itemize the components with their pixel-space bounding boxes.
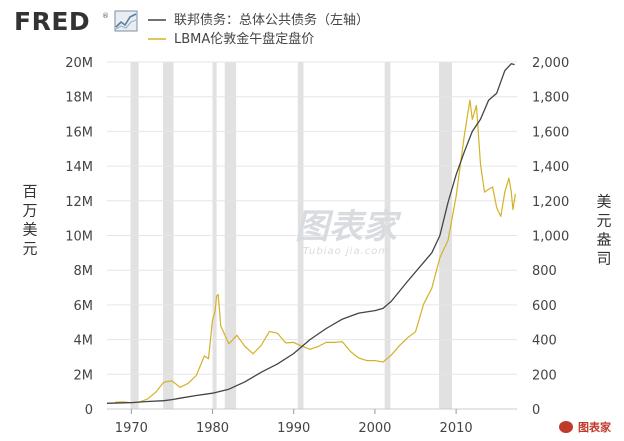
series-line-gold-price — [115, 99, 516, 404]
corner-logo: 图表家 — [559, 420, 612, 434]
legend-label-gold: LBMA伦敦金午盘定盘价 — [174, 31, 314, 47]
right-tick-label: 2,000 — [532, 56, 569, 71]
right-axis-ticks: 0 200 400 600 800 1,000 1,200 1,400 1,600 1,800 2,… — [532, 56, 569, 418]
left-tick-label: 16M — [65, 125, 93, 140]
right-tick-label: 400 — [532, 334, 557, 349]
x-tick-label: 2000 — [358, 421, 391, 436]
right-tick-label: 600 — [532, 299, 557, 314]
x-tick-label: 1990 — [277, 421, 310, 436]
left-axis-title: 百万美元 — [22, 183, 37, 258]
x-tick-label: 1970 — [115, 421, 148, 436]
watermark: 图表家 Tubiao jia.com — [295, 207, 402, 257]
registered-mark: ® — [102, 12, 109, 20]
right-tick-label: 0 — [532, 403, 540, 418]
right-tick-label: 800 — [532, 264, 557, 279]
left-tick-label: 6M — [74, 299, 94, 314]
x-tick-label: 2010 — [440, 421, 473, 436]
x-tick-label: 1980 — [196, 421, 229, 436]
left-tick-label: 20M — [65, 56, 93, 71]
legend: 联邦债务：总体公共债务（左轴） LBMA伦敦金午盘定盘价 — [148, 12, 369, 47]
fred-chart-icon — [114, 10, 138, 32]
right-tick-label: 200 — [532, 368, 557, 383]
left-tick-label: 0 — [85, 403, 93, 418]
watermark-subtext: Tubiao jia.com — [303, 246, 389, 257]
right-tick-label: 1,600 — [532, 125, 569, 140]
left-tick-label: 12M — [65, 195, 93, 210]
watermark-text: 图表家 — [295, 207, 402, 247]
left-tick-label: 14M — [65, 160, 93, 175]
right-tick-label: 1,800 — [532, 91, 569, 106]
right-tick-label: 1,400 — [532, 160, 569, 175]
left-tick-label: 2M — [74, 368, 94, 383]
right-axis-title: 美元盎司 — [596, 193, 611, 268]
corner-logo-text: 图表家 — [578, 420, 612, 434]
left-axis-ticks: 0 2M 4M 6M 8M 10M 12M 14M 16M 18M 20M — [65, 56, 93, 418]
fred-logo-text: FRED — [14, 7, 90, 36]
series-lines — [106, 63, 516, 404]
left-tick-label: 4M — [74, 334, 94, 349]
legend-label-debt: 联邦债务：总体公共债务（左轴） — [174, 12, 369, 28]
right-tick-label: 1,200 — [532, 195, 569, 210]
series-line-federal-debt — [106, 63, 515, 404]
x-axis-ticks: 1970 1980 1990 2000 2010 — [115, 409, 473, 436]
right-tick-label: 1,000 — [532, 230, 569, 245]
corner-logo-icon — [559, 421, 573, 433]
left-tick-label: 8M — [74, 264, 94, 279]
left-tick-label: 18M — [65, 91, 93, 106]
left-tick-label: 10M — [65, 230, 93, 245]
